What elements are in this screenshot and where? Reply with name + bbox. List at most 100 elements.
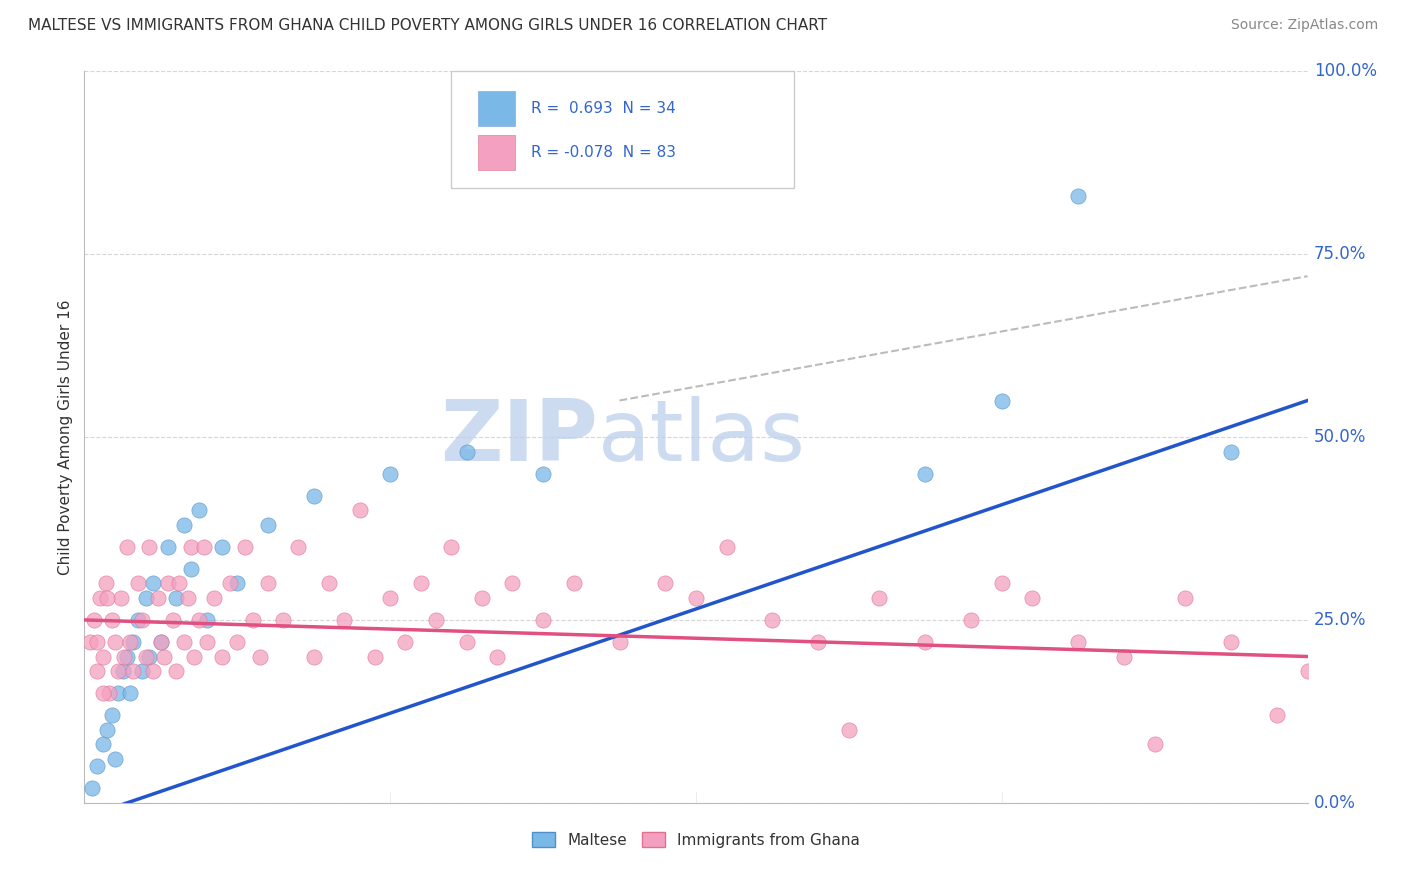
Point	[149, 635, 172, 649]
Point	[173, 635, 195, 649]
Point	[914, 635, 936, 649]
Point	[127, 576, 149, 591]
Point	[183, 649, 205, 664]
Text: R =  0.693  N = 34: R = 0.693 N = 34	[531, 101, 676, 116]
Point	[364, 649, 387, 664]
Point	[112, 649, 135, 664]
Point	[380, 591, 402, 605]
Point	[115, 540, 138, 554]
Point	[202, 591, 225, 605]
FancyBboxPatch shape	[451, 71, 794, 188]
Point	[302, 649, 325, 664]
Point	[456, 444, 478, 458]
Point	[1220, 444, 1243, 458]
Point	[249, 649, 271, 664]
Text: Source: ZipAtlas.com: Source: ZipAtlas.com	[1230, 18, 1378, 32]
Point	[127, 613, 149, 627]
Point	[531, 613, 554, 627]
Point	[1265, 708, 1288, 723]
Point	[89, 591, 111, 605]
Y-axis label: Child Poverty Among Girls Under 16: Child Poverty Among Girls Under 16	[58, 300, 73, 574]
Point	[120, 686, 142, 700]
Point	[1114, 649, 1136, 664]
Point	[333, 613, 356, 627]
Point	[226, 635, 249, 649]
Point	[97, 686, 120, 700]
Point	[380, 467, 402, 481]
Text: 100.0%: 100.0%	[1313, 62, 1376, 80]
Point	[226, 576, 249, 591]
Point	[180, 562, 202, 576]
Point	[242, 613, 264, 627]
Point	[115, 649, 138, 664]
Point	[149, 635, 172, 649]
Point	[761, 613, 783, 627]
Point	[86, 635, 108, 649]
Point	[91, 649, 114, 664]
Point	[502, 576, 524, 591]
Text: atlas: atlas	[598, 395, 806, 479]
Point	[120, 635, 142, 649]
Point	[142, 664, 165, 678]
Point	[562, 576, 585, 591]
Point	[146, 591, 169, 605]
Point	[211, 540, 233, 554]
Point	[86, 759, 108, 773]
Point	[838, 723, 860, 737]
Point	[1296, 664, 1319, 678]
Point	[233, 540, 256, 554]
Point	[394, 635, 416, 649]
Text: ZIP: ZIP	[440, 395, 598, 479]
Point	[1067, 635, 1090, 649]
Point	[91, 737, 114, 751]
Point	[349, 503, 371, 517]
Point	[153, 649, 176, 664]
Point	[107, 664, 129, 678]
Point	[101, 613, 124, 627]
Text: 0.0%: 0.0%	[1313, 794, 1355, 812]
Point	[1067, 188, 1090, 202]
Point	[131, 613, 153, 627]
Point	[83, 613, 105, 627]
Point	[716, 540, 738, 554]
Point	[1220, 635, 1243, 649]
Point	[471, 591, 494, 605]
Point	[162, 613, 184, 627]
Point	[104, 752, 127, 766]
Point	[122, 635, 145, 649]
Point	[142, 576, 165, 591]
Point	[409, 576, 432, 591]
Point	[991, 576, 1014, 591]
FancyBboxPatch shape	[478, 91, 515, 127]
Point	[122, 664, 145, 678]
Point	[271, 613, 294, 627]
Point	[96, 723, 118, 737]
Point	[167, 576, 190, 591]
Legend: Maltese, Immigrants from Ghana: Maltese, Immigrants from Ghana	[526, 825, 866, 854]
Point	[609, 635, 631, 649]
Text: 75.0%: 75.0%	[1313, 245, 1367, 263]
Point	[104, 635, 127, 649]
Point	[80, 781, 103, 796]
Point	[91, 686, 114, 700]
Point	[195, 613, 218, 627]
Point	[157, 576, 180, 591]
Point	[165, 591, 187, 605]
Text: 25.0%: 25.0%	[1313, 611, 1367, 629]
Point	[107, 686, 129, 700]
Point	[94, 576, 117, 591]
Point	[1174, 591, 1197, 605]
Point	[807, 635, 830, 649]
Point	[440, 540, 463, 554]
Point	[86, 664, 108, 678]
Point	[180, 540, 202, 554]
Point	[195, 635, 218, 649]
Text: R = -0.078  N = 83: R = -0.078 N = 83	[531, 145, 676, 160]
Text: MALTESE VS IMMIGRANTS FROM GHANA CHILD POVERTY AMONG GIRLS UNDER 16 CORRELATION : MALTESE VS IMMIGRANTS FROM GHANA CHILD P…	[28, 18, 827, 33]
Point	[685, 591, 707, 605]
Point	[914, 467, 936, 481]
Point	[869, 591, 891, 605]
Point	[287, 540, 309, 554]
Point	[257, 576, 280, 591]
Point	[991, 393, 1014, 408]
